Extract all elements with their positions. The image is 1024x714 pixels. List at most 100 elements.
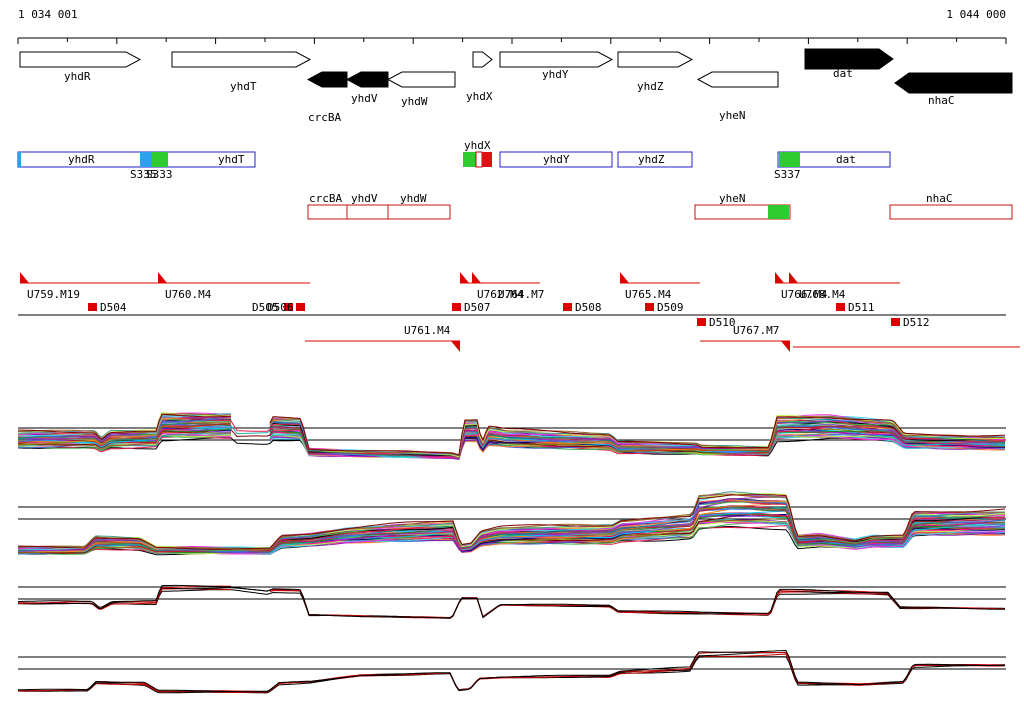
d-marker-square — [697, 318, 706, 326]
d-marker-label-D512: D512 — [903, 316, 930, 329]
gene-arrow-yhdX — [472, 51, 493, 68]
signal-trace — [18, 652, 1005, 693]
gene-label-crcBA: crcBA — [308, 111, 341, 124]
feature-blue-label-dat: dat — [836, 153, 856, 166]
signal-trace — [18, 588, 1006, 619]
gene-arrow-yheN — [696, 71, 779, 88]
signal-trace — [17, 413, 1006, 456]
feature-blue-box-dat — [777, 151, 891, 168]
up-segment-label-U759.M19: U759.M19 — [27, 288, 80, 301]
feature-red-box-nhaC — [889, 204, 1013, 220]
up-segment-label-U764.M7: U764.M7 — [498, 288, 544, 301]
feature-blue-marker — [152, 152, 168, 167]
feature-blue-marker — [475, 151, 483, 168]
gene-arrow-yhdW — [386, 71, 456, 88]
gene-arrow-yhdZ — [617, 51, 694, 68]
gene-arrow-dat — [804, 48, 894, 70]
gene-label-yhdX: yhdX — [466, 90, 493, 103]
feature-blue-label-yhdY: yhdY — [543, 153, 570, 166]
segment-flag-up — [460, 272, 469, 283]
d-marker-label-D504: D504 — [100, 301, 127, 314]
gene-label-yhdY: yhdY — [542, 68, 569, 81]
up-segment-label-U760.M4: U760.M4 — [165, 288, 212, 301]
gene-label-yheN: yheN — [719, 109, 746, 122]
up-segment-label-U766.M4: U766.M4 — [781, 288, 828, 301]
gene-label-yhdR: yhdR — [64, 70, 91, 83]
feature-red-box-yhdW — [387, 204, 451, 220]
d-marker-label-D505: D505 — [252, 301, 279, 314]
signal-trace — [17, 493, 1006, 551]
d-marker-label-D510: D510 — [709, 316, 736, 329]
feature-blue-marker — [18, 152, 21, 167]
segment-flag-up — [472, 272, 481, 283]
segment-flag-up — [158, 272, 167, 283]
d-marker-square — [88, 303, 97, 311]
feature-blue-marker-label-S333: S333 — [146, 168, 173, 181]
gene-label-nhaC: nhaC — [928, 94, 955, 107]
feature-red-box-yhdV — [346, 204, 389, 220]
d-marker-square — [284, 303, 293, 311]
segment-flag-down — [451, 341, 460, 352]
feature-red-label-yheN: yheN — [719, 192, 746, 205]
feature-blue-marker — [779, 152, 800, 167]
d-marker-label-D507: D507 — [464, 301, 491, 314]
signal-trace — [17, 584, 1005, 619]
feature-red-box-crcBA — [307, 204, 348, 220]
down-segment-label-U767.M7: U767.M7 — [733, 324, 779, 337]
gene-label-yhdW: yhdW — [401, 95, 428, 108]
d-marker-square — [836, 303, 845, 311]
gene-arrow-yhdY — [499, 51, 614, 68]
gene-label-yhdZ: yhdZ — [637, 80, 664, 93]
gene-arrow-yhdR — [19, 51, 142, 68]
gene-label-yhdV: yhdV — [351, 92, 378, 105]
d-marker-label-D509: D509 — [657, 301, 684, 314]
down-segment-label-U761.M4: U761.M4 — [404, 324, 451, 337]
segment-flag-up — [20, 272, 29, 283]
d-marker-square — [563, 303, 572, 311]
d-marker-square — [452, 303, 461, 311]
feature-blue-label-yhdZ: yhdZ — [638, 153, 665, 166]
feature-blue-marker-label-S335: S335 — [130, 168, 157, 181]
signal-trace — [18, 649, 1006, 693]
signal-trace — [18, 653, 1005, 693]
feature-blue-marker — [463, 152, 476, 167]
feature-red-label-yhdV: yhdV — [351, 192, 378, 205]
feature-red-label-yhdW: yhdW — [400, 192, 427, 205]
d-marker-label-D506: D506 — [267, 301, 294, 314]
segment-flag-down — [781, 341, 790, 352]
feature-blue-box-yhdZ — [617, 151, 693, 168]
feature-blue-marker — [140, 152, 152, 167]
d-marker-label-D508: D508 — [575, 301, 602, 314]
up-segment-label-U768.M4: U768.M4 — [799, 288, 846, 301]
feature-blue-label-yhdT: yhdT — [218, 153, 245, 166]
signal-trace — [18, 655, 1006, 694]
feature-red-marker — [768, 205, 789, 219]
up-segment-label-U765.M4: U765.M4 — [625, 288, 672, 301]
d-marker-square — [891, 318, 900, 326]
gene-arrow-yhdT — [171, 51, 312, 68]
signal-trace — [17, 493, 1006, 550]
feature-blue-box-yhdY — [499, 151, 613, 168]
segment-flag-up — [775, 272, 784, 283]
d-marker-label-D511: D511 — [848, 301, 875, 314]
gene-label-yhdT: yhdT — [230, 80, 257, 93]
feature-blue-label-yhdX: yhdX — [464, 139, 491, 152]
gene-arrow-crcBA — [306, 71, 348, 88]
signal-trace — [17, 651, 1006, 693]
d-marker-square — [645, 303, 654, 311]
feature-blue-marker-label-S337: S337 — [774, 168, 801, 181]
segment-flag-up — [620, 272, 629, 283]
feature-blue-marker — [482, 152, 492, 167]
feature-blue-label-yhdR: yhdR — [68, 153, 95, 166]
gene-arrow-yhdV — [345, 71, 389, 88]
gene-label-dat: dat — [833, 67, 853, 80]
d-marker-square — [296, 303, 305, 311]
up-segment-label-U762.M4: U762.M4 — [477, 288, 524, 301]
feature-red-label-crcBA: crcBA — [309, 192, 342, 205]
signal-trace — [18, 494, 1006, 550]
feature-red-label-nhaC: nhaC — [926, 192, 953, 205]
coordinate-start: 1 034 001 — [18, 8, 78, 21]
segment-flag-up — [789, 272, 798, 283]
